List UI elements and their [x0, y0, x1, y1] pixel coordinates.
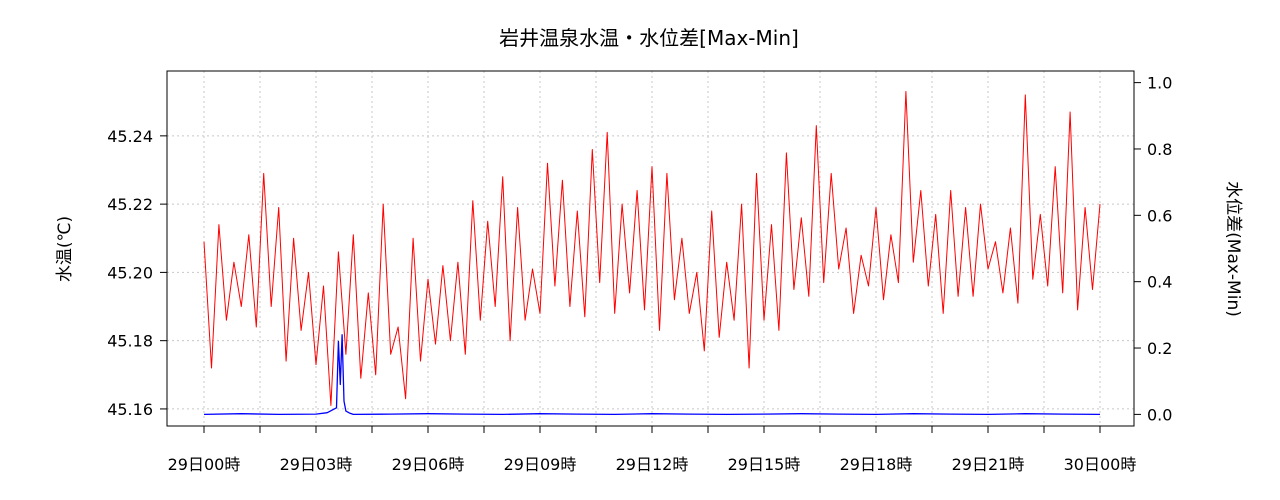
plot-frame	[166, 70, 1135, 427]
left-tick-label: 45.24	[107, 127, 153, 146]
right-tick-label: 0.2	[1147, 339, 1172, 358]
x-tick-label: 29日21時	[952, 455, 1025, 474]
grid	[167, 71, 1134, 426]
left-axis: 45.16 45.18 45.20 45.22 45.24	[107, 127, 167, 419]
left-tick-label: 45.22	[107, 195, 153, 214]
x-axis: 29日00時 29日03時 29日06時 29日09時 29日12時 29日15時 29日1…	[168, 426, 1137, 474]
right-tick-label: 0.4	[1147, 273, 1172, 292]
right-tick-label: 0.6	[1147, 206, 1172, 225]
left-axis-title: 水温(℃)	[55, 216, 75, 282]
right-axis: 0.0 0.2 0.4 0.6 0.8 1.0	[1134, 74, 1172, 424]
x-tick-label: 29日12時	[616, 455, 689, 474]
x-tick-label: 29日06時	[392, 455, 465, 474]
right-axis-title: 水位差(Max-Min)	[1223, 181, 1243, 317]
left-tick-label: 45.20	[107, 263, 153, 282]
left-tick-label: 45.16	[107, 400, 153, 419]
x-tick-label: 29日15時	[728, 455, 801, 474]
series-line-temperature	[203, 91, 1101, 406]
right-tick-label: 0.8	[1147, 140, 1172, 159]
left-tick-label: 45.18	[107, 332, 153, 351]
chart-title: 岩井温泉水温・水位差[Max-Min]	[499, 26, 799, 50]
x-tick-label: 29日00時	[168, 455, 241, 474]
series-layer	[203, 91, 1101, 416]
series-line-level-difference	[203, 334, 1101, 416]
x-tick-label: 29日18時	[840, 455, 913, 474]
right-tick-label: 0.0	[1147, 405, 1172, 424]
x-tick-label: 29日09時	[504, 455, 577, 474]
x-tick-label: 29日03時	[280, 455, 353, 474]
x-tick-label: 30日00時	[1064, 455, 1137, 474]
right-tick-label: 1.0	[1147, 74, 1172, 93]
